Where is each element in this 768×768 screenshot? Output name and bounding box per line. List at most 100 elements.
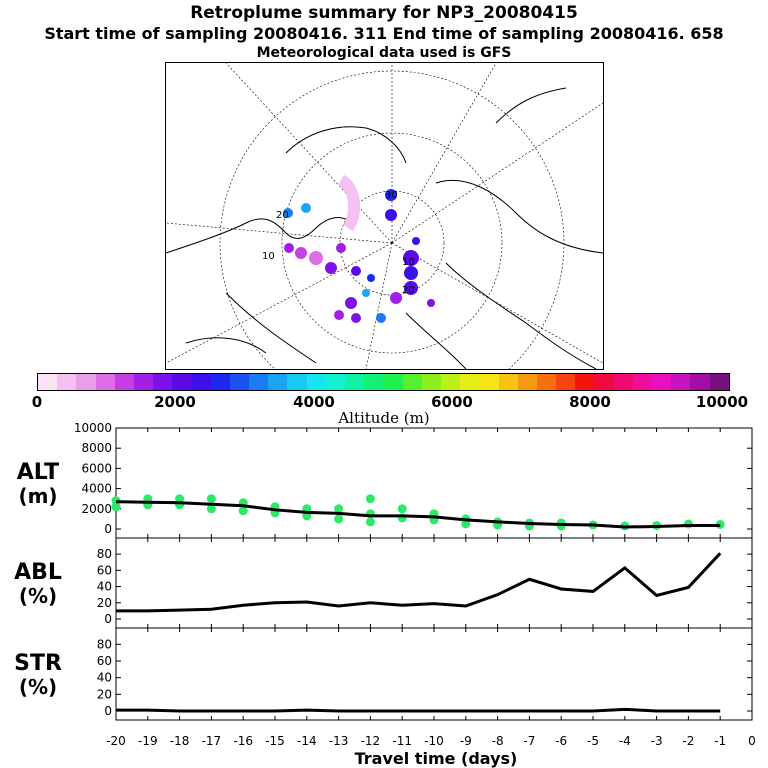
x-tick-label: -9 (460, 734, 472, 748)
colorbar-swatch (479, 374, 499, 390)
colorbar-swatch (402, 374, 422, 390)
map-coastlines (166, 87, 603, 369)
panel-frame (115, 627, 753, 721)
altitude-point (206, 494, 216, 504)
x-tick-label: -17 (202, 734, 222, 748)
y-tick-label: 80 (97, 637, 112, 651)
colorbar-swatch (536, 374, 557, 390)
series-line (116, 552, 722, 613)
colorbar-swatch (268, 374, 288, 390)
colorbar-swatch (575, 374, 595, 390)
y-tick-label: 40 (97, 671, 112, 685)
colorbar-swatch (556, 374, 576, 390)
colorbar-swatch (709, 374, 729, 390)
panel-label: ABL (14, 560, 62, 585)
y-tick-label: 0 (104, 522, 112, 536)
colorbar-tick: 2000 (154, 393, 196, 411)
altitude-point (238, 506, 248, 516)
colorbar-swatch (345, 374, 365, 390)
colorbar-tick: 10000 (695, 393, 749, 411)
colorbar-swatch (594, 374, 614, 390)
colorbar-swatch (690, 374, 710, 390)
y-tick-label: 20 (97, 596, 112, 610)
colorbar-tick: 8000 (569, 393, 611, 411)
colorbar-swatch (114, 374, 134, 390)
colorbar-swatch (383, 374, 403, 390)
colorbar-swatch (671, 374, 691, 390)
colorbar-swatch (95, 374, 115, 390)
colorbar-swatch (153, 374, 173, 390)
colorbar-swatch (440, 374, 461, 390)
altitude-point (397, 504, 407, 514)
x-tick-label: -16 (233, 734, 253, 748)
altitude-point (461, 519, 471, 529)
colorbar-swatch (325, 374, 345, 390)
x-tick-label: -8 (492, 734, 504, 748)
colorbar-swatch (306, 374, 326, 390)
x-tick-label: -7 (523, 734, 535, 748)
chart-title: Retroplume summary for NP3_20080415 (190, 3, 578, 23)
series-line (116, 707, 721, 713)
y-tick-label: 20 (97, 687, 112, 701)
x-tick-label: -15 (265, 734, 285, 748)
colorbar-swatch (364, 374, 384, 390)
x-tick-label: -20 (106, 734, 126, 748)
panel-frame (115, 537, 753, 629)
x-tick-label: -14 (297, 734, 317, 748)
polar-map-svg: 30 20 10 10 20 (166, 63, 603, 369)
y-tick-label: 40 (97, 580, 112, 594)
altitude-point (111, 502, 121, 512)
x-tick-label: -5 (587, 734, 599, 748)
map-cluster-labels: 30 20 10 10 20 (262, 190, 415, 296)
x-tick-label: -18 (170, 734, 190, 748)
series-line (115, 500, 721, 529)
colorbar-swatch (632, 374, 652, 390)
map-label: 10 (262, 251, 275, 262)
met-data-subtitle: Meteorological data used is GFS (256, 45, 512, 61)
colorbar-unit-label: Altitude (m) (338, 409, 430, 427)
panel-unit-label: (%) (19, 584, 57, 608)
y-tick-label: 2000 (81, 502, 112, 516)
colorbar-swatch (172, 374, 192, 390)
y-tick-label: 6000 (81, 461, 112, 475)
colorbar-swatch (133, 374, 154, 390)
x-tick-label: -3 (651, 734, 663, 748)
y-tick-label: 0 (104, 704, 112, 718)
x-tick-label: -13 (329, 734, 349, 748)
colorbar-swatch (249, 374, 269, 390)
colorbar-swatch (287, 374, 307, 390)
x-axis-title: Travel time (days) (355, 749, 518, 768)
altitude-point (334, 514, 344, 524)
colorbar-swatch (498, 374, 518, 390)
y-tick-label: 10000 (74, 421, 112, 435)
colorbar-swatch (191, 374, 211, 390)
colorbar-swatch (652, 374, 672, 390)
panel-unit-label: (%) (19, 675, 57, 699)
x-tick-label: -19 (138, 734, 158, 748)
colorbar-tick: 0 (31, 393, 43, 411)
x-tick-label: -1 (714, 734, 726, 748)
y-tick-label: 4000 (81, 482, 112, 496)
map-label: 20 (276, 210, 289, 221)
panel-abl: 80 60 40 20 0 ABL(%) (14, 537, 753, 629)
x-tick-label: -2 (682, 734, 694, 748)
sampling-time-subtitle: Start time of sampling 20080416. 311 End… (44, 24, 724, 43)
x-tick-label: -11 (392, 734, 412, 748)
panel-unit-label: (m) (18, 484, 57, 508)
map-label: 20 (402, 285, 415, 296)
altitude-point (334, 504, 344, 514)
colorbar-swatch (76, 374, 96, 390)
y-tick-label: 80 (97, 547, 112, 561)
colorbar-swatch (210, 374, 230, 390)
altitude-point (206, 504, 216, 514)
x-tick-label: -10 (424, 734, 444, 748)
altitude-point (365, 517, 375, 527)
y-tick-label: 60 (97, 654, 112, 668)
colorbar-swatch (38, 374, 58, 390)
altitude-point (683, 519, 693, 529)
colorbar-swatch (613, 374, 633, 390)
colorbar-swatch (460, 374, 480, 390)
x-tick-label: 0 (748, 734, 756, 748)
